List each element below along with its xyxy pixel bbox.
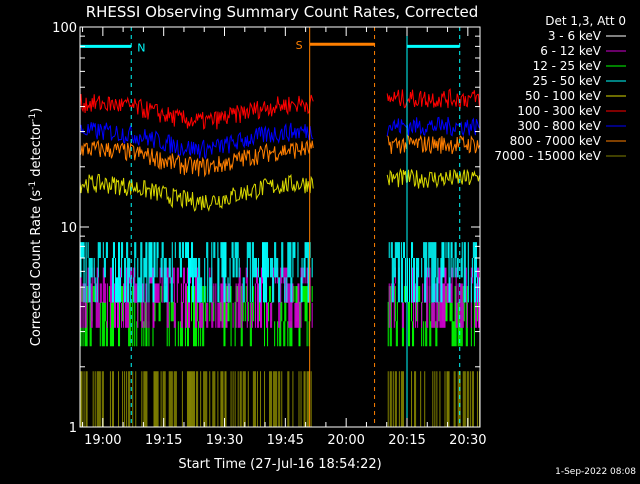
y-tick-label: 10 bbox=[60, 221, 77, 236]
legend-entry-label: 300 - 800 keV bbox=[517, 119, 601, 133]
x-tick-label: 20:00 bbox=[327, 433, 364, 448]
legend-title: Det 1,3, Att 0 bbox=[545, 14, 626, 28]
series-line bbox=[386, 168, 480, 189]
y-axis-label-end: ) bbox=[29, 108, 44, 113]
y-axis-label-mid: detector bbox=[29, 121, 44, 181]
x-tick-label: 19:45 bbox=[267, 433, 304, 448]
plot-data-layer bbox=[79, 88, 480, 427]
series-3 bbox=[80, 242, 480, 303]
series-line bbox=[386, 88, 480, 110]
x-tick-label: 19:00 bbox=[84, 433, 121, 448]
legend-entry-label: 100 - 300 keV bbox=[517, 104, 601, 118]
legend-entry-label: 12 - 25 keV bbox=[533, 59, 602, 73]
x-axis-label: Start Time (27-Jul-16 18:54:22) bbox=[178, 457, 381, 472]
annotation-label: S bbox=[296, 39, 303, 52]
y-axis-label-main: Corrected Count Rate (s bbox=[29, 190, 44, 347]
legend-entry-label: 50 - 100 keV bbox=[525, 89, 602, 103]
y-axis-label-sup2: -1 bbox=[28, 113, 38, 122]
chart-title: RHESSI Observing Summary Count Rates, Co… bbox=[86, 3, 479, 21]
series-4 bbox=[79, 168, 480, 212]
axes-layer: 1 10 100 19:00 19:15 19:30 19:45 20:00 20:15 20:3… bbox=[52, 21, 486, 448]
annotation-label: N bbox=[137, 41, 145, 54]
timestamp: 1-Sep-2022 08:08 bbox=[555, 467, 636, 477]
series-6 bbox=[79, 116, 480, 160]
series-line bbox=[79, 173, 314, 212]
series-line bbox=[79, 122, 314, 160]
legend-entry-label: 800 - 7000 keV bbox=[510, 134, 602, 148]
legend-entry-label: 7000 - 15000 keV bbox=[494, 149, 601, 163]
y-tick-label: 1 bbox=[69, 421, 77, 436]
series-5 bbox=[79, 88, 480, 130]
x-tick-label: 20:30 bbox=[449, 433, 486, 448]
series-line bbox=[386, 116, 480, 137]
y-axis-label-sup: -1 bbox=[28, 181, 38, 190]
x-tick-label: 20:15 bbox=[388, 433, 425, 448]
legend-entry-label: 25 - 50 keV bbox=[533, 74, 602, 88]
series-line bbox=[386, 133, 480, 155]
series-line bbox=[79, 93, 314, 130]
legend-entry-label: 6 - 12 keV bbox=[540, 44, 602, 58]
y-tick-label: 100 bbox=[52, 21, 77, 36]
y-axis-label: Corrected Count Rate (s-1 detector-1) bbox=[28, 108, 44, 346]
legend-entry-label: 3 - 6 keV bbox=[548, 29, 602, 43]
x-tick-label: 19:15 bbox=[145, 433, 182, 448]
series-8 bbox=[80, 371, 480, 427]
x-tick-label: 19:30 bbox=[206, 433, 243, 448]
series-line bbox=[79, 139, 314, 178]
series-7 bbox=[79, 133, 480, 178]
